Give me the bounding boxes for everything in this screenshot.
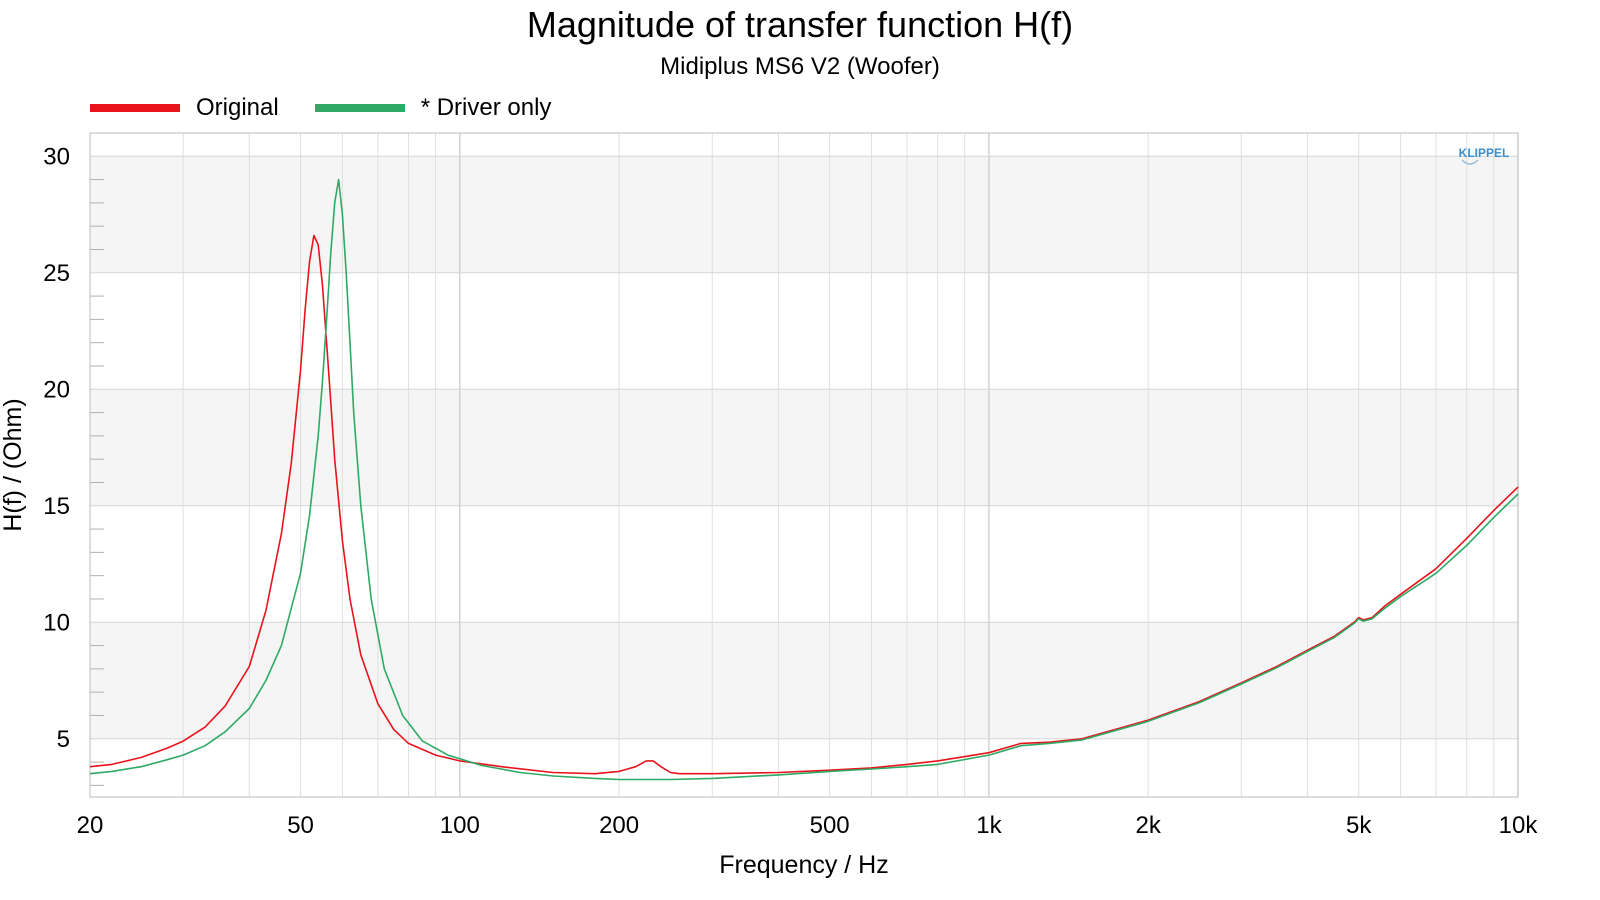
legend-label-driver-only: * Driver only xyxy=(420,94,552,121)
x-tick-label: 1k xyxy=(976,812,1002,839)
y-tick-label: 10 xyxy=(43,609,70,636)
y-tick-label: 5 xyxy=(57,726,70,753)
y-tick-label: 25 xyxy=(43,260,70,287)
y-tick-label: 20 xyxy=(43,376,70,403)
y-tick-label: 30 xyxy=(43,143,70,170)
grid-band xyxy=(90,622,1518,739)
klippel-logo-arc xyxy=(1461,159,1479,165)
grid-band xyxy=(90,156,1518,273)
legend-swatch-driver-only xyxy=(314,104,405,112)
series-line-driver-only xyxy=(89,178,1519,781)
x-axis-label: Frequency / Hz xyxy=(719,851,889,879)
klippel-logo: KLIPPEL xyxy=(1459,146,1510,165)
x-tick-label: 500 xyxy=(810,812,850,839)
x-tick-label: 5k xyxy=(1346,812,1372,839)
x-tick-label: 2k xyxy=(1136,812,1162,839)
x-tick-label: 10k xyxy=(1499,812,1539,839)
x-tick-label: 20 xyxy=(77,812,104,839)
legend: Original * Driver only xyxy=(90,91,587,125)
plot-frame xyxy=(89,132,1519,798)
legend-item-driver-only: * Driver only xyxy=(314,94,552,122)
legend-swatch-original xyxy=(90,104,180,112)
y-tick-label: 15 xyxy=(43,493,70,520)
series-line-original xyxy=(89,234,1519,775)
legend-label-original: Original xyxy=(196,94,279,121)
chart-title: Magnitude of transfer function H(f) xyxy=(526,4,1074,45)
klippel-logo-text: KLIPPEL xyxy=(1459,146,1510,160)
x-tick-label: 50 xyxy=(287,812,314,839)
x-tick-label: 200 xyxy=(599,812,639,839)
y-axis-label: H(f) / (Ohm) xyxy=(0,398,27,531)
x-tick-label: 100 xyxy=(440,812,480,839)
legend-item-original: Original xyxy=(90,94,279,122)
chart-subtitle: Midiplus MS6 V2 (Woofer) xyxy=(660,53,940,80)
grid-band xyxy=(90,389,1518,506)
